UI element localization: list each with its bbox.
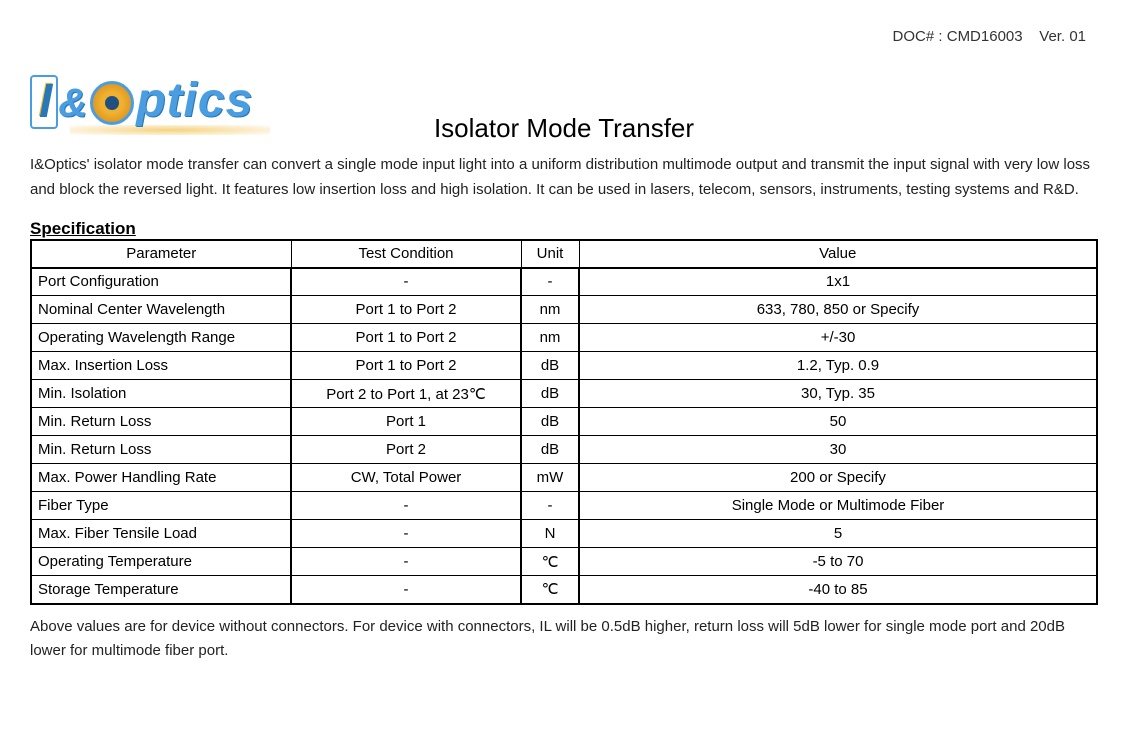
col-header-parameter: Parameter [31,240,291,268]
logo-letter-i: I [30,75,58,129]
logo-ampersand: & [58,81,88,125]
cell-test-condition: - [291,548,521,576]
col-header-unit: Unit [521,240,579,268]
col-header-value: Value [579,240,1097,268]
cell-value: Single Mode or Multimode Fiber [579,492,1097,520]
logo-title-row: I &ptics Isolator Mode Transfer [30,73,1098,135]
cell-parameter: Min. Isolation [31,380,291,408]
cell-unit: ℃ [521,576,579,604]
cell-value: -5 to 70 [579,548,1097,576]
table-row: Nominal Center WavelengthPort 1 to Port … [31,296,1097,324]
ver-label: Ver. [1039,28,1065,45]
cell-unit: N [521,520,579,548]
cell-unit: dB [521,436,579,464]
cell-test-condition: - [291,576,521,604]
logo-o-icon [90,81,134,125]
cell-parameter: Nominal Center Wavelength [31,296,291,324]
intro-paragraph: I&Optics' isolator mode transfer can con… [30,153,1098,203]
document-header: DOC# : CMD16003 Ver. 01 [30,28,1098,45]
table-row: Min. Return LossPort 1dB50 [31,408,1097,436]
cell-value: -40 to 85 [579,576,1097,604]
ver-number: 01 [1069,28,1086,45]
cell-value: 50 [579,408,1097,436]
cell-parameter: Max. Insertion Loss [31,352,291,380]
table-row: Max. Fiber Tensile Load-N5 [31,520,1097,548]
cell-parameter: Operating Wavelength Range [31,324,291,352]
cell-parameter: Max. Power Handling Rate [31,464,291,492]
table-row: Min. IsolationPort 2 to Port 1, at 23℃dB… [31,380,1097,408]
cell-test-condition: Port 1 [291,408,521,436]
doc-label: DOC# : [893,28,943,45]
cell-unit: nm [521,324,579,352]
cell-value: 1.2, Typ. 0.9 [579,352,1097,380]
cell-test-condition: Port 1 to Port 2 [291,324,521,352]
cell-test-condition: Port 2 to Port 1, at 23℃ [291,380,521,408]
cell-value: 30, Typ. 35 [579,380,1097,408]
cell-unit: nm [521,296,579,324]
table-row: Storage Temperature-℃-40 to 85 [31,576,1097,604]
cell-test-condition: - [291,492,521,520]
table-row: Operating Temperature-℃-5 to 70 [31,548,1097,576]
cell-unit: - [521,492,579,520]
logo-text-ptics: ptics [136,74,253,127]
cell-unit: ℃ [521,548,579,576]
doc-number: CMD16003 [947,28,1023,45]
cell-parameter: Port Configuration [31,268,291,296]
cell-test-condition: - [291,268,521,296]
cell-test-condition: CW, Total Power [291,464,521,492]
cell-parameter: Min. Return Loss [31,436,291,464]
table-row: Max. Insertion LossPort 1 to Port 2dB1.2… [31,352,1097,380]
cell-parameter: Storage Temperature [31,576,291,604]
cell-test-condition: - [291,520,521,548]
cell-parameter: Fiber Type [31,492,291,520]
cell-value: +/-30 [579,324,1097,352]
col-header-test: Test Condition [291,240,521,268]
cell-parameter: Min. Return Loss [31,408,291,436]
cell-unit: dB [521,408,579,436]
specification-table: Parameter Test Condition Unit Value Port… [30,239,1098,605]
table-row: Port Configuration--1x1 [31,268,1097,296]
cell-unit: dB [521,352,579,380]
cell-test-condition: Port 2 [291,436,521,464]
cell-value: 633, 780, 850 or Specify [579,296,1097,324]
cell-unit: dB [521,380,579,408]
table-row: Min. Return LossPort 2dB30 [31,436,1097,464]
page-title: Isolator Mode Transfer [434,113,694,144]
cell-value: 30 [579,436,1097,464]
cell-value: 1x1 [579,268,1097,296]
cell-test-condition: Port 1 to Port 2 [291,296,521,324]
table-row: Operating Wavelength RangePort 1 to Port… [31,324,1097,352]
cell-unit: mW [521,464,579,492]
table-row: Max. Power Handling RateCW, Total Powerm… [31,464,1097,492]
cell-parameter: Operating Temperature [31,548,291,576]
company-logo: I & ptics [30,73,270,135]
cell-unit: - [521,268,579,296]
table-header-row: Parameter Test Condition Unit Value [31,240,1097,268]
specification-heading: Specification [30,219,1098,239]
footnote: Above values are for device without conn… [30,615,1098,663]
cell-parameter: Max. Fiber Tensile Load [31,520,291,548]
cell-test-condition: Port 1 to Port 2 [291,352,521,380]
table-row: Fiber Type--Single Mode or Multimode Fib… [31,492,1097,520]
cell-value: 5 [579,520,1097,548]
cell-value: 200 or Specify [579,464,1097,492]
